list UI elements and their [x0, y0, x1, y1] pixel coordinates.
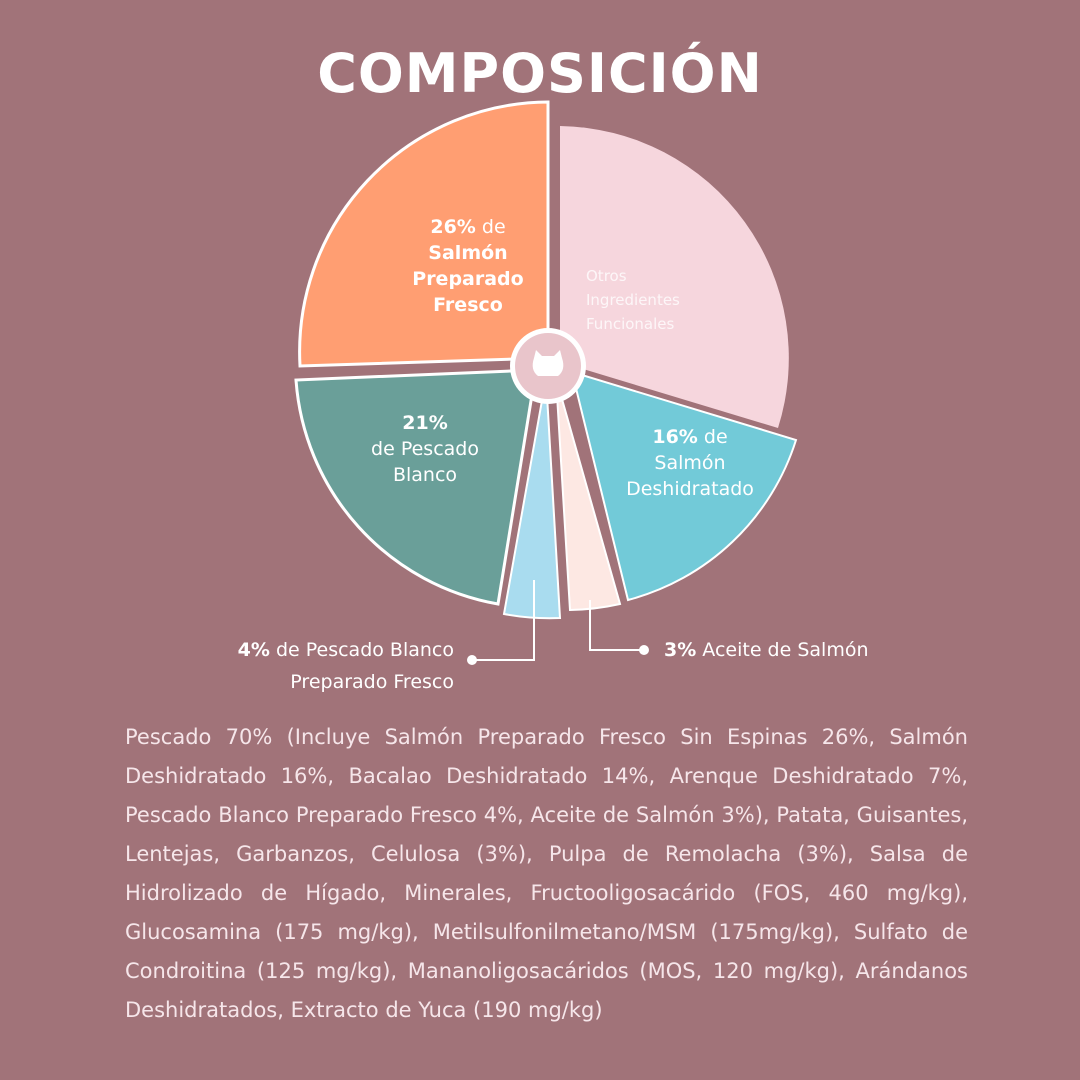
slice-salmon-fresco [298, 100, 550, 368]
label-aceite: 3% Aceite de Salmón [664, 639, 869, 661]
slice-otros [560, 126, 789, 428]
slice-pescado-blanco [294, 368, 538, 606]
cat-head-icon [532, 350, 564, 376]
label-pescado-blanco-fresco: 4% de Pescado Blanco Preparado Fresco [237, 639, 454, 693]
ingredients-text: Pescado 70% (Incluye Salmón Preparado Fr… [125, 725, 968, 1022]
slice-pescado-blanco-fresco [502, 377, 562, 620]
label-salmon-deshidratado: 16% de Salmón Deshidratado [626, 426, 754, 500]
label-salmon-fresco: 26% de Salmón Preparado Fresco [412, 216, 524, 316]
label-otros: Otros Ingredientes Funcionales [586, 267, 680, 333]
page-title: COMPOSICIÓN [317, 42, 763, 105]
label-pescado-blanco: 21% de Pescado Blanco [371, 412, 479, 486]
slice-aceite [555, 377, 622, 612]
slice-salmon-deshidratado [570, 370, 798, 602]
